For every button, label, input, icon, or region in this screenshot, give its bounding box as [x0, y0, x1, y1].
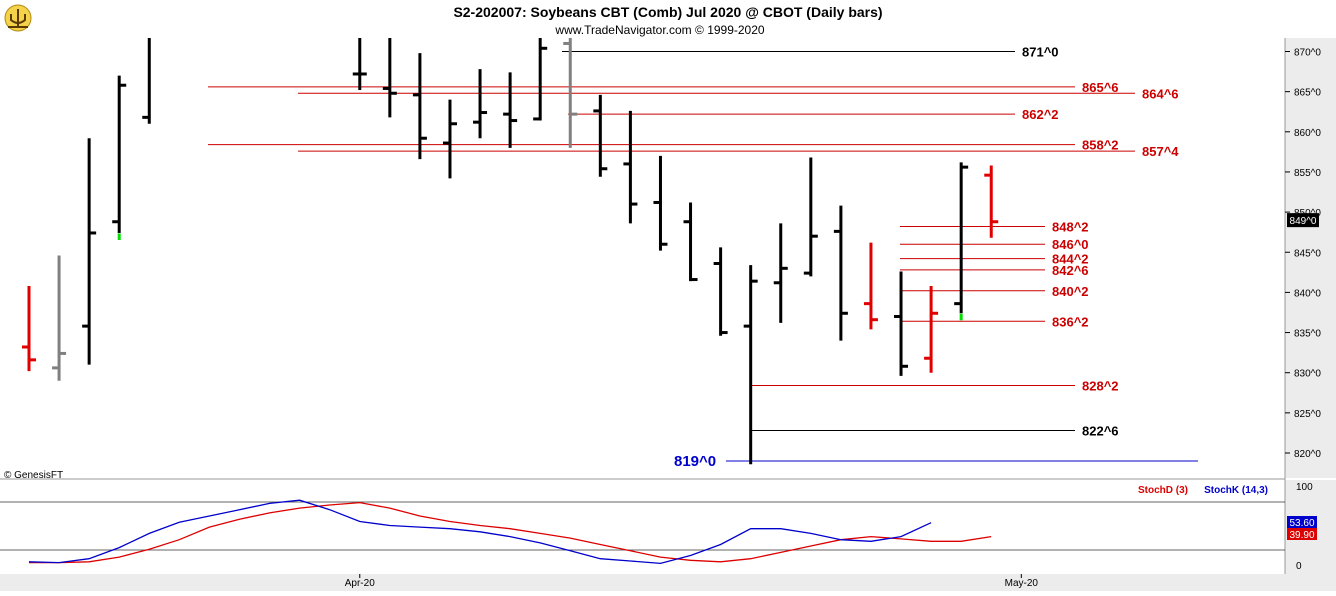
price-level-label: 842^6 — [1052, 263, 1089, 278]
stoch-line-d — [29, 501, 992, 564]
ohlc-bar — [773, 223, 788, 323]
ohlc-bar — [442, 99, 457, 179]
stoch-d-last-label: 39.90 — [1289, 530, 1314, 541]
price-level-label: 828^2 — [1082, 379, 1119, 394]
ohlc-bar — [984, 165, 999, 238]
ohlc-bar — [593, 94, 608, 177]
price-levels: 871^0 865^6 864^6 862^2 858^2 857^4 848^2 846^0… — [208, 45, 1198, 470]
stoch-k-legend: StochK (14,3) — [1204, 485, 1268, 496]
price-tick-label: 860^0 — [1294, 128, 1321, 139]
chart-subtitle: www.TradeNavigator.com © 1999-2020 — [554, 23, 764, 37]
stoch-tick-label: 0 — [1296, 561, 1302, 572]
price-tick-label: 865^0 — [1294, 88, 1321, 99]
last-price-label: 849^0 — [1290, 216, 1317, 227]
price-level-label: 857^4 — [1142, 144, 1179, 159]
price-level-label: 858^2 — [1082, 138, 1119, 153]
last-price-tag: 849^0 — [1287, 213, 1319, 228]
price-level-label: 840^2 — [1052, 284, 1089, 299]
price-bars — [22, 38, 999, 465]
stoch-k-last-label: 53.60 — [1289, 518, 1314, 529]
price-tick-label: 830^0 — [1294, 369, 1321, 380]
price-level-label: 844^2 — [1052, 252, 1089, 267]
ohlc-bar — [803, 157, 818, 277]
chart-title: S2-202007: Soybeans CBT (Comb) Jul 2020 … — [453, 4, 882, 20]
price-axis-panel — [1285, 38, 1336, 478]
price-level-label: 848^2 — [1052, 220, 1089, 235]
ohlc-bar — [924, 285, 939, 373]
stoch-tick-label: 100 — [1296, 482, 1313, 493]
price-level-label: 871^0 — [1022, 45, 1059, 60]
price-level-label: 865^6 — [1082, 80, 1119, 95]
ohlc-bar — [112, 75, 127, 240]
ohlc-bar — [743, 265, 758, 465]
ohlc-bar — [22, 285, 36, 372]
time-tick-label: May-20 — [1005, 578, 1039, 589]
price-level-label: 822^6 — [1082, 424, 1119, 439]
price-tick-label: 820^0 — [1294, 449, 1321, 460]
ohlc-bar — [52, 255, 67, 381]
trident-logo-icon[interactable] — [4, 4, 32, 32]
ohlc-bar — [954, 162, 969, 321]
price-tick-label: 840^0 — [1294, 288, 1321, 299]
ohlc-bar — [623, 110, 638, 224]
ohlc-bar — [142, 38, 151, 124]
ohlc-bar — [533, 38, 548, 121]
price-level-label: 819^0 — [674, 453, 716, 470]
ohlc-bar — [683, 202, 698, 282]
ohlc-bar — [833, 205, 848, 341]
stoch-lines — [28, 499, 992, 565]
ohlc-bar — [473, 69, 488, 139]
time-tick-label: Apr-20 — [345, 578, 375, 589]
time-axis: Apr-20 May-20 — [345, 574, 1039, 589]
stoch-line-k — [28, 499, 932, 565]
ohlc-bar — [412, 53, 427, 160]
ohlc-bar — [863, 242, 878, 330]
ohlc-bar — [563, 38, 578, 148]
ohlc-bar — [653, 155, 668, 251]
price-tick-label: 855^0 — [1294, 168, 1321, 179]
stoch-d-legend: StochD (3) — [1138, 485, 1188, 496]
price-tick-label: 870^0 — [1294, 48, 1321, 59]
price-level-label: 862^2 — [1022, 107, 1059, 122]
price-level-label: 846^0 — [1052, 237, 1089, 252]
watermark: © GenesisFT — [4, 470, 63, 481]
ohlc-bar — [382, 38, 397, 118]
price-level-label: 836^2 — [1052, 314, 1089, 329]
stoch-k-last-tag: 53.60 — [1287, 516, 1317, 529]
price-tick-label: 835^0 — [1294, 329, 1321, 340]
ohlc-bar — [894, 271, 909, 376]
ohlc-bar — [713, 247, 728, 336]
price-level-label: 864^6 — [1142, 86, 1179, 101]
ohlc-bar — [82, 138, 97, 365]
ohlc-bar — [352, 38, 367, 91]
ohlc-bar — [503, 72, 518, 148]
price-tick-label: 825^0 — [1294, 409, 1321, 420]
time-axis-panel — [0, 574, 1336, 591]
price-tick-label: 845^0 — [1294, 248, 1321, 259]
stoch-d-last-tag: 39.90 — [1287, 528, 1317, 541]
